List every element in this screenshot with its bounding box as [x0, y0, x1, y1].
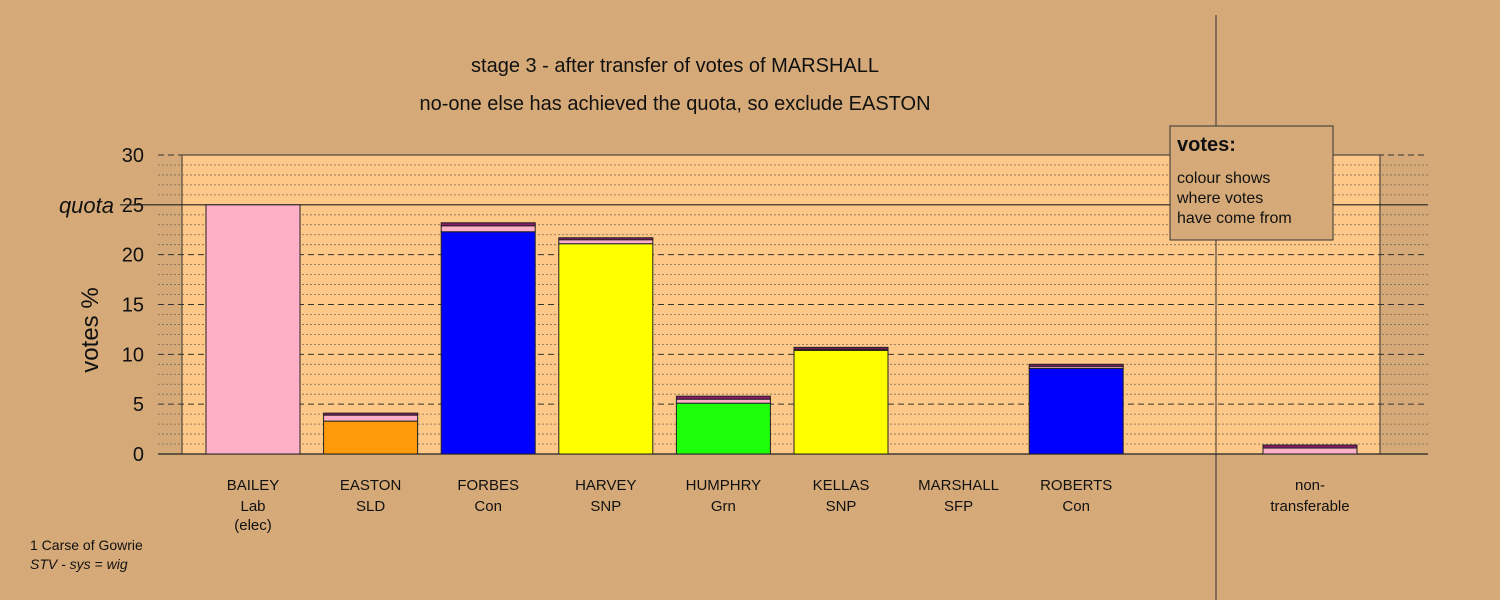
bar-harvey-segment-lab	[558, 239, 654, 245]
candidate-name: ROBERTS	[1040, 477, 1112, 494]
chart-subtitle: no-one else has achieved the quota, so e…	[419, 93, 930, 115]
bar-humphry-segment-grn	[675, 402, 771, 455]
candidate-party: SFP	[944, 498, 973, 515]
system-note: STV - sys = wig	[30, 556, 128, 572]
y-tick-label: 10	[122, 344, 144, 366]
candidate-party: SNP	[590, 498, 621, 515]
candidate-party: Con	[1062, 498, 1090, 515]
candidate-party: Grn	[711, 498, 736, 515]
candidate-party: Lab	[240, 498, 265, 515]
legend-text: colour shows	[1177, 170, 1270, 187]
ward-name: 1 Carse of Gowrie	[30, 537, 143, 553]
candidate-party: Con	[474, 498, 502, 515]
y-tick-label: 25	[122, 195, 144, 217]
bar-non-transferable-segment-sfp	[1262, 444, 1358, 449]
y-tick-label: 0	[133, 444, 144, 466]
candidate-name: BAILEY	[227, 477, 280, 494]
y-tick-label: 30	[122, 145, 144, 167]
quota-label: quota	[59, 193, 114, 218]
footnote: 1 Carse of Gowrie STV - sys = wig	[30, 536, 143, 574]
bar-forbes-segment-con	[440, 231, 536, 455]
bar-forbes-segment-sfp	[440, 222, 536, 227]
bar-easton-segment-lab	[323, 414, 419, 422]
non-transferable-label: transferable	[1270, 498, 1349, 515]
bar-easton-segment-sfp	[323, 412, 419, 416]
bar-roberts-segment-sfp	[1028, 363, 1124, 367]
bar-bailey-segment-lab	[205, 204, 301, 455]
candidate-party: SLD	[356, 498, 385, 515]
candidate-note: (elec)	[234, 517, 272, 534]
legend-text: where votes	[1176, 190, 1263, 207]
bar-humphry-segment-sfp	[675, 395, 771, 400]
y-tick-label: 20	[122, 245, 144, 267]
bar-non-transferable-segment-lab	[1262, 447, 1358, 455]
bar-easton-segment-sld	[323, 420, 419, 455]
legend-title: votes:	[1177, 134, 1236, 156]
bar-forbes-segment-lab	[440, 225, 536, 233]
legend-text: have come from	[1177, 210, 1292, 227]
candidate-name: FORBES	[457, 477, 519, 494]
candidate-name: EASTON	[340, 477, 401, 494]
bar-kellas-segment-sfp	[793, 346, 889, 350]
bar-kellas-segment-snp	[793, 349, 889, 455]
bar-roberts-segment-con	[1028, 367, 1124, 455]
legend-box	[1169, 125, 1334, 241]
candidate-name: KELLAS	[813, 477, 870, 494]
candidate-name: HUMPHRY	[686, 477, 762, 494]
y-tick-label: 15	[122, 295, 144, 317]
bar-harvey-segment-snp	[558, 243, 654, 455]
y-axis-label: votes %	[77, 287, 104, 372]
candidate-name: HARVEY	[575, 477, 636, 494]
bar-harvey-segment-sfp	[558, 237, 654, 241]
candidate-name: MARSHALL	[918, 477, 999, 494]
plot-area: 0 5 10 15 20 25 30 quota BAILEY Lab (elec) EASTON SL…	[59, 15, 1428, 600]
non-transferable-label: non-	[1295, 477, 1325, 494]
candidate-party: SNP	[826, 498, 857, 515]
bar-humphry-segment-lab	[675, 398, 771, 404]
chart-title: stage 3 - after transfer of votes of MAR…	[471, 55, 879, 77]
y-tick-label: 5	[133, 394, 144, 416]
